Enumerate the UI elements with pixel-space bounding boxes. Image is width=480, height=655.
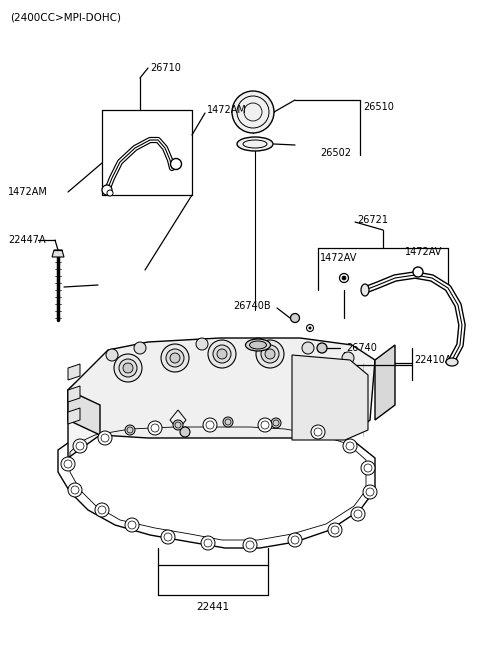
Circle shape — [107, 190, 113, 196]
Circle shape — [106, 349, 118, 361]
Polygon shape — [68, 338, 375, 438]
Polygon shape — [68, 390, 100, 435]
Text: 1472AM: 1472AM — [207, 105, 247, 115]
Circle shape — [98, 431, 112, 445]
Text: 26502: 26502 — [320, 148, 351, 158]
Circle shape — [342, 352, 354, 364]
Circle shape — [213, 345, 231, 363]
Circle shape — [328, 523, 342, 537]
Circle shape — [290, 314, 300, 322]
Polygon shape — [68, 364, 80, 380]
Circle shape — [102, 185, 112, 195]
Ellipse shape — [245, 339, 271, 351]
Circle shape — [123, 363, 133, 373]
Circle shape — [243, 538, 257, 552]
Circle shape — [265, 349, 275, 359]
Circle shape — [170, 353, 180, 363]
Text: 26710: 26710 — [150, 63, 181, 73]
Text: 22441: 22441 — [196, 602, 229, 612]
Circle shape — [196, 338, 208, 350]
Text: 26510: 26510 — [363, 102, 394, 112]
Circle shape — [68, 483, 82, 497]
Circle shape — [173, 420, 183, 430]
Circle shape — [201, 536, 215, 550]
Circle shape — [413, 267, 423, 277]
Text: 1472AV: 1472AV — [320, 253, 358, 263]
Circle shape — [261, 345, 279, 363]
Polygon shape — [68, 360, 100, 458]
Circle shape — [271, 418, 281, 428]
Circle shape — [61, 457, 75, 471]
Text: 22410A: 22410A — [414, 355, 452, 365]
Circle shape — [309, 326, 312, 329]
Text: 22447A: 22447A — [8, 235, 46, 245]
Polygon shape — [68, 386, 80, 402]
Circle shape — [114, 354, 142, 382]
Circle shape — [339, 274, 348, 282]
Circle shape — [343, 439, 357, 453]
Circle shape — [354, 379, 366, 391]
Text: 26721: 26721 — [357, 215, 388, 225]
Polygon shape — [58, 422, 375, 548]
Circle shape — [258, 418, 272, 432]
Circle shape — [217, 349, 227, 359]
Circle shape — [134, 342, 146, 354]
Circle shape — [288, 533, 302, 547]
Circle shape — [125, 425, 135, 435]
Circle shape — [95, 503, 109, 517]
Circle shape — [317, 343, 327, 353]
Circle shape — [232, 91, 274, 133]
Circle shape — [351, 507, 365, 521]
Ellipse shape — [361, 284, 369, 296]
Polygon shape — [68, 408, 80, 424]
Polygon shape — [292, 355, 368, 440]
Ellipse shape — [250, 341, 266, 349]
Circle shape — [203, 418, 217, 432]
Circle shape — [161, 530, 175, 544]
Text: 26740: 26740 — [346, 343, 377, 353]
Text: (2400CC>MPI-DOHC): (2400CC>MPI-DOHC) — [10, 13, 121, 23]
Circle shape — [361, 461, 375, 475]
Text: 26740B: 26740B — [233, 301, 271, 311]
Circle shape — [73, 439, 87, 453]
Circle shape — [363, 485, 377, 499]
Polygon shape — [52, 250, 64, 257]
Polygon shape — [375, 345, 395, 420]
Circle shape — [311, 425, 325, 439]
Circle shape — [166, 349, 184, 367]
Circle shape — [170, 159, 181, 170]
Text: 1472AM: 1472AM — [8, 187, 48, 197]
Circle shape — [223, 417, 233, 427]
Circle shape — [302, 342, 314, 354]
Circle shape — [161, 344, 189, 372]
Circle shape — [256, 340, 284, 368]
Circle shape — [307, 324, 313, 331]
Circle shape — [180, 427, 190, 437]
Circle shape — [342, 276, 346, 280]
Circle shape — [349, 409, 361, 421]
Text: 1472AV: 1472AV — [405, 247, 443, 257]
Circle shape — [125, 518, 139, 532]
Circle shape — [252, 338, 264, 350]
Circle shape — [119, 359, 137, 377]
Ellipse shape — [446, 358, 458, 366]
Ellipse shape — [237, 137, 273, 151]
Circle shape — [148, 421, 162, 435]
Circle shape — [208, 340, 236, 368]
